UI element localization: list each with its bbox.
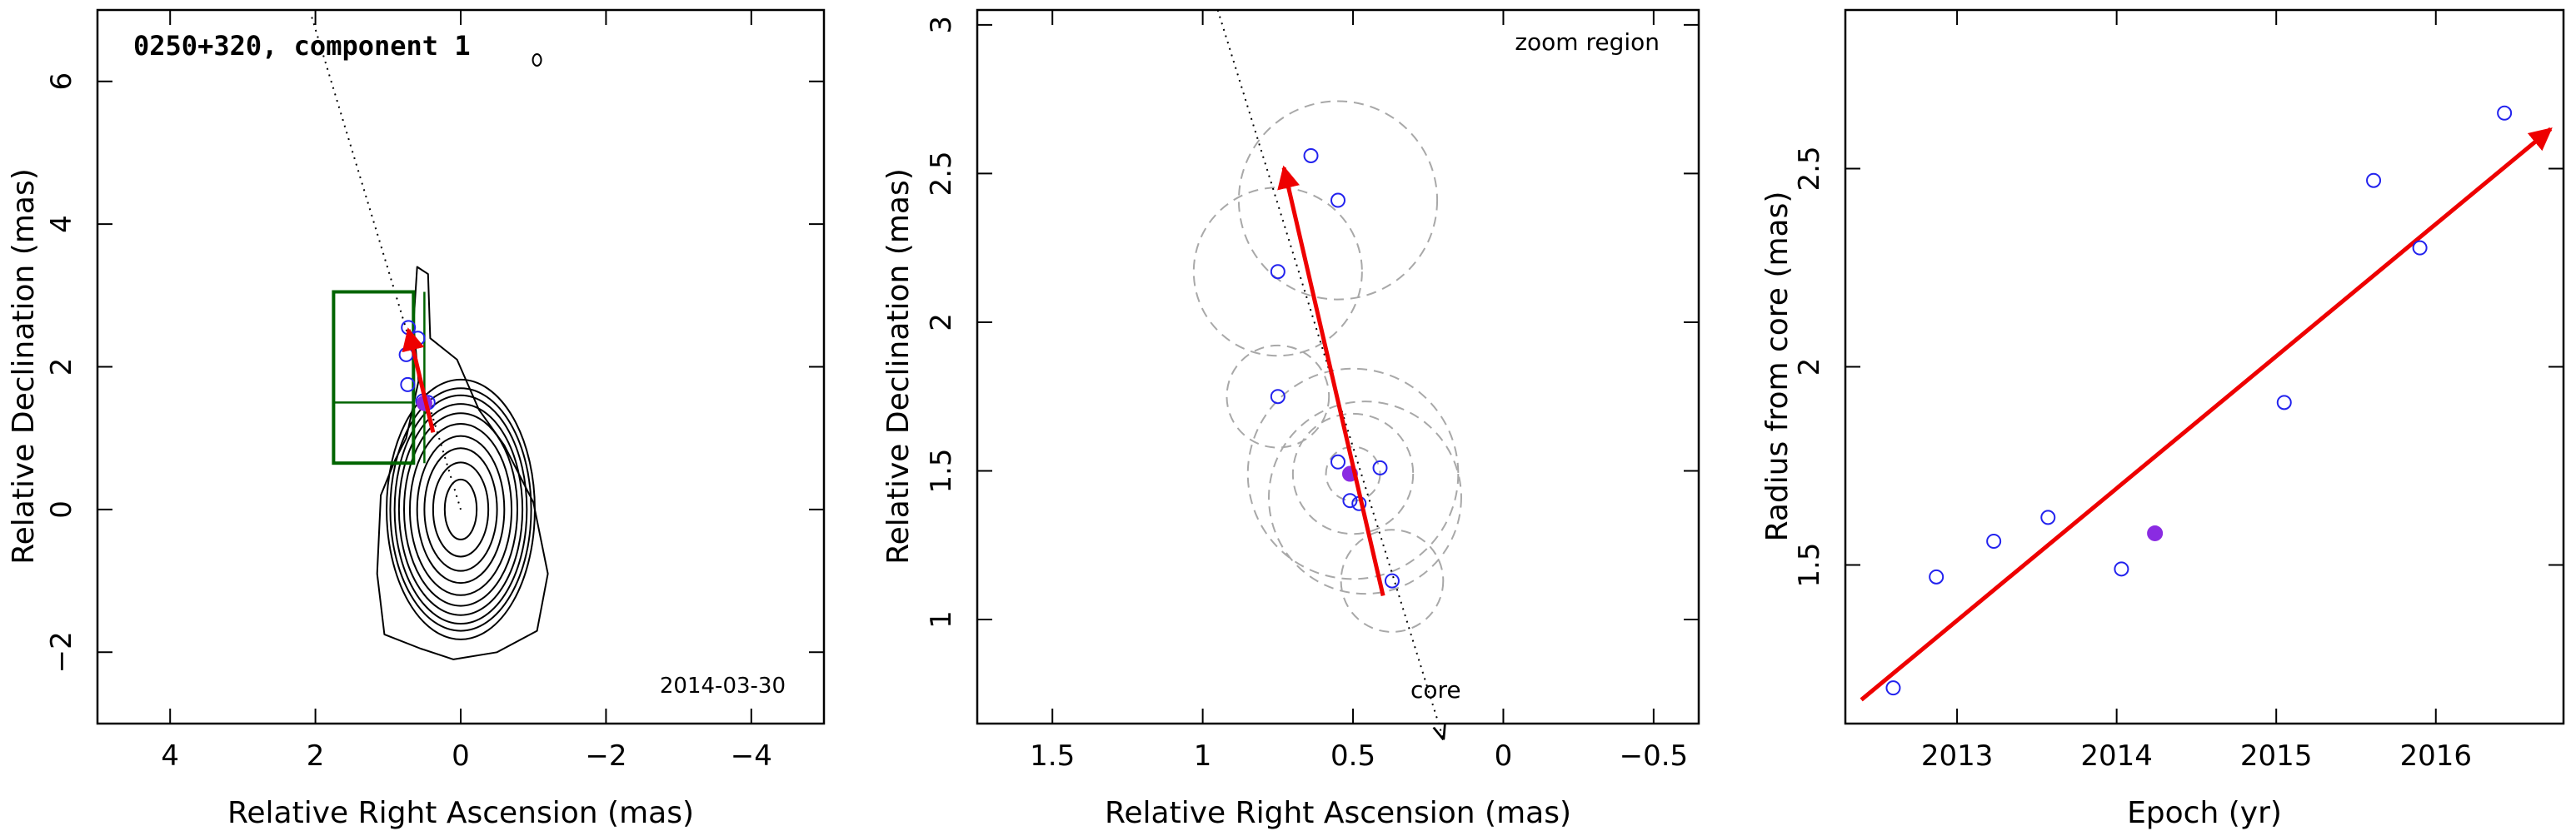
x-tick-label: 0 bbox=[1495, 739, 1513, 773]
data-point bbox=[1342, 493, 1358, 509]
y-tick-label: 2 bbox=[925, 313, 958, 331]
x-tick-label: 0.5 bbox=[1330, 739, 1375, 773]
flux-contour bbox=[408, 423, 513, 596]
panel-1-plot-area bbox=[311, 17, 549, 660]
data-point bbox=[1330, 192, 1345, 208]
x-tick-label: −2 bbox=[585, 739, 627, 773]
flux-contour bbox=[443, 478, 478, 540]
error-circle bbox=[1237, 100, 1439, 301]
data-point-filled bbox=[2147, 525, 2164, 541]
data-point bbox=[2366, 172, 2382, 188]
flux-contour bbox=[389, 387, 532, 632]
x-tick-label: 1.5 bbox=[1030, 739, 1075, 773]
y-tick-label: 2.5 bbox=[925, 151, 958, 196]
data-point bbox=[400, 376, 416, 392]
error-circle bbox=[1268, 401, 1462, 595]
data-point bbox=[1885, 680, 1901, 696]
error-circle bbox=[1340, 529, 1445, 633]
data-point bbox=[1929, 569, 1944, 585]
data-point bbox=[1303, 147, 1319, 163]
fit-arrow bbox=[1860, 127, 2553, 702]
panel-2-y-axis-title: Relative Declination (mas) bbox=[881, 168, 916, 565]
flux-contour bbox=[402, 412, 519, 607]
data-point bbox=[1270, 264, 1286, 280]
panel-1-x-ticks: 4 2 0 −2 −4 bbox=[161, 10, 772, 773]
panel-2-x-axis-title: Relative Right Ascension (mas) bbox=[1105, 796, 1571, 830]
x-tick-label: 4 bbox=[161, 739, 179, 773]
data-point bbox=[398, 346, 414, 362]
panel-1-title: 0250+320, component 1 bbox=[133, 30, 471, 62]
data-point bbox=[2412, 240, 2428, 256]
x-tick-label: −0.5 bbox=[1620, 739, 1689, 773]
flux-contour bbox=[393, 394, 528, 625]
y-tick-label: 2 bbox=[45, 358, 78, 376]
data-point bbox=[1986, 533, 2002, 549]
y-tick-label: 1.5 bbox=[925, 448, 958, 493]
data-point bbox=[2114, 561, 2129, 577]
x-tick-label: 0 bbox=[452, 739, 470, 773]
panel-zoom-region: 1.5 1 0.5 0 −0.5 11.522.53 zoom region core … bbox=[881, 8, 1700, 830]
motion-arrow bbox=[1277, 165, 1385, 597]
data-point bbox=[1330, 454, 1345, 470]
error-circle bbox=[1246, 367, 1460, 580]
panel-2-plot-area bbox=[1192, 9, 1462, 739]
panel-3-y-axis-title: Radius from core (mas) bbox=[1760, 192, 1795, 542]
x-tick-label: 2014 bbox=[2080, 739, 2153, 773]
error-circle bbox=[1291, 412, 1415, 535]
y-tick-label: 6 bbox=[45, 72, 78, 91]
data-point bbox=[2040, 510, 2056, 525]
data-point bbox=[1270, 389, 1286, 405]
error-circle bbox=[1226, 344, 1330, 449]
x-tick-label: 2016 bbox=[2399, 739, 2472, 773]
flux-contour bbox=[416, 435, 506, 585]
x-tick-label: −4 bbox=[731, 739, 772, 773]
outer-contour bbox=[376, 266, 549, 660]
panel-3-x-axis-title: Epoch (yr) bbox=[2127, 796, 2282, 830]
y-tick-label: 0 bbox=[45, 500, 78, 519]
panel-1-y-axis-title: Relative Declination (mas) bbox=[7, 168, 41, 565]
panel-3-x-ticks: 2013 2014 2015 2016 bbox=[1921, 10, 2472, 773]
panel-2-y-ticks: 1 1.5 2 2.5 3 bbox=[925, 16, 1699, 629]
y-tick-label: 2 bbox=[1793, 358, 1826, 376]
panel-component-map: 4 2 0 −2 −4 −2 0 2 4 6 0250+320, component 1 201… bbox=[7, 8, 826, 830]
y-tick-label: 2.5 bbox=[1793, 146, 1826, 191]
panel-1-y-ticks: −2 0 2 4 6 bbox=[45, 72, 824, 673]
data-point bbox=[1384, 573, 1400, 589]
y-tick-label: −2 bbox=[45, 631, 78, 673]
panel-2-annotation: zoom region bbox=[1515, 28, 1660, 56]
flux-contour bbox=[423, 447, 498, 572]
y-tick-label: 4 bbox=[45, 215, 78, 233]
flux-contour bbox=[432, 461, 490, 558]
x-tick-label: 2013 bbox=[1921, 739, 1994, 773]
panel-radius-vs-epoch: 2013 2014 2015 2016 1.5 2 2.5 Epoch (yr) Radi… bbox=[1760, 8, 2565, 830]
zoom-box bbox=[332, 290, 416, 465]
x-tick-label: 2015 bbox=[2240, 739, 2313, 773]
x-tick-label: 1 bbox=[1194, 739, 1212, 773]
minor-contour bbox=[532, 52, 542, 67]
data-point bbox=[1372, 460, 1388, 475]
panel-3-y-ticks: 1.5 2 2.5 bbox=[1793, 146, 2564, 588]
flux-contour bbox=[397, 403, 524, 616]
y-tick-label: 1 bbox=[925, 610, 958, 629]
motion-arrow bbox=[402, 327, 436, 433]
panel-1-x-axis-title: Relative Right Ascension (mas) bbox=[227, 796, 694, 830]
data-point bbox=[2497, 105, 2513, 121]
data-point bbox=[2276, 395, 2292, 411]
panel-3-frame bbox=[1844, 8, 2565, 725]
error-circle bbox=[1192, 187, 1363, 357]
panel-1-date-annotation: 2014-03-30 bbox=[660, 674, 786, 699]
x-tick-label: 2 bbox=[307, 739, 325, 773]
panel-3-plot-area bbox=[1860, 105, 2553, 702]
panel-2-x-ticks: 1.5 1 0.5 0 −0.5 bbox=[1030, 10, 1688, 773]
y-tick-label: 3 bbox=[925, 16, 958, 34]
panel-2-core-label: core bbox=[1410, 676, 1461, 704]
y-tick-label: 1.5 bbox=[1793, 543, 1826, 588]
panel-2-frame bbox=[976, 8, 1700, 725]
